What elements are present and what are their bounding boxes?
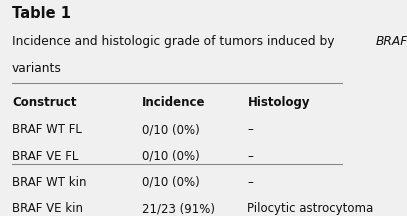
Text: –: – [247, 150, 253, 163]
Text: 0/10 (0%): 0/10 (0%) [142, 123, 200, 136]
Text: 21/23 (91%): 21/23 (91%) [142, 202, 215, 215]
Text: BRAF VE FL: BRAF VE FL [12, 150, 78, 163]
Text: 0/10 (0%): 0/10 (0%) [142, 150, 200, 163]
Text: Construct: Construct [12, 96, 77, 109]
Text: –: – [247, 123, 253, 136]
Text: Incidence: Incidence [142, 96, 206, 109]
Text: variants: variants [12, 62, 62, 75]
Text: –: – [247, 176, 253, 189]
Text: BRAF: BRAF [376, 35, 407, 48]
Text: BRAF WT kin: BRAF WT kin [12, 176, 86, 189]
Text: BRAF VE kin: BRAF VE kin [12, 202, 83, 215]
Text: BRAF WT FL: BRAF WT FL [12, 123, 82, 136]
Text: Pilocytic astrocytoma: Pilocytic astrocytoma [247, 202, 374, 215]
Text: Incidence and histologic grade of tumors induced by: Incidence and histologic grade of tumors… [12, 35, 338, 48]
Text: Histology: Histology [247, 96, 310, 109]
Text: 0/10 (0%): 0/10 (0%) [142, 176, 200, 189]
Text: Table 1: Table 1 [12, 6, 71, 21]
